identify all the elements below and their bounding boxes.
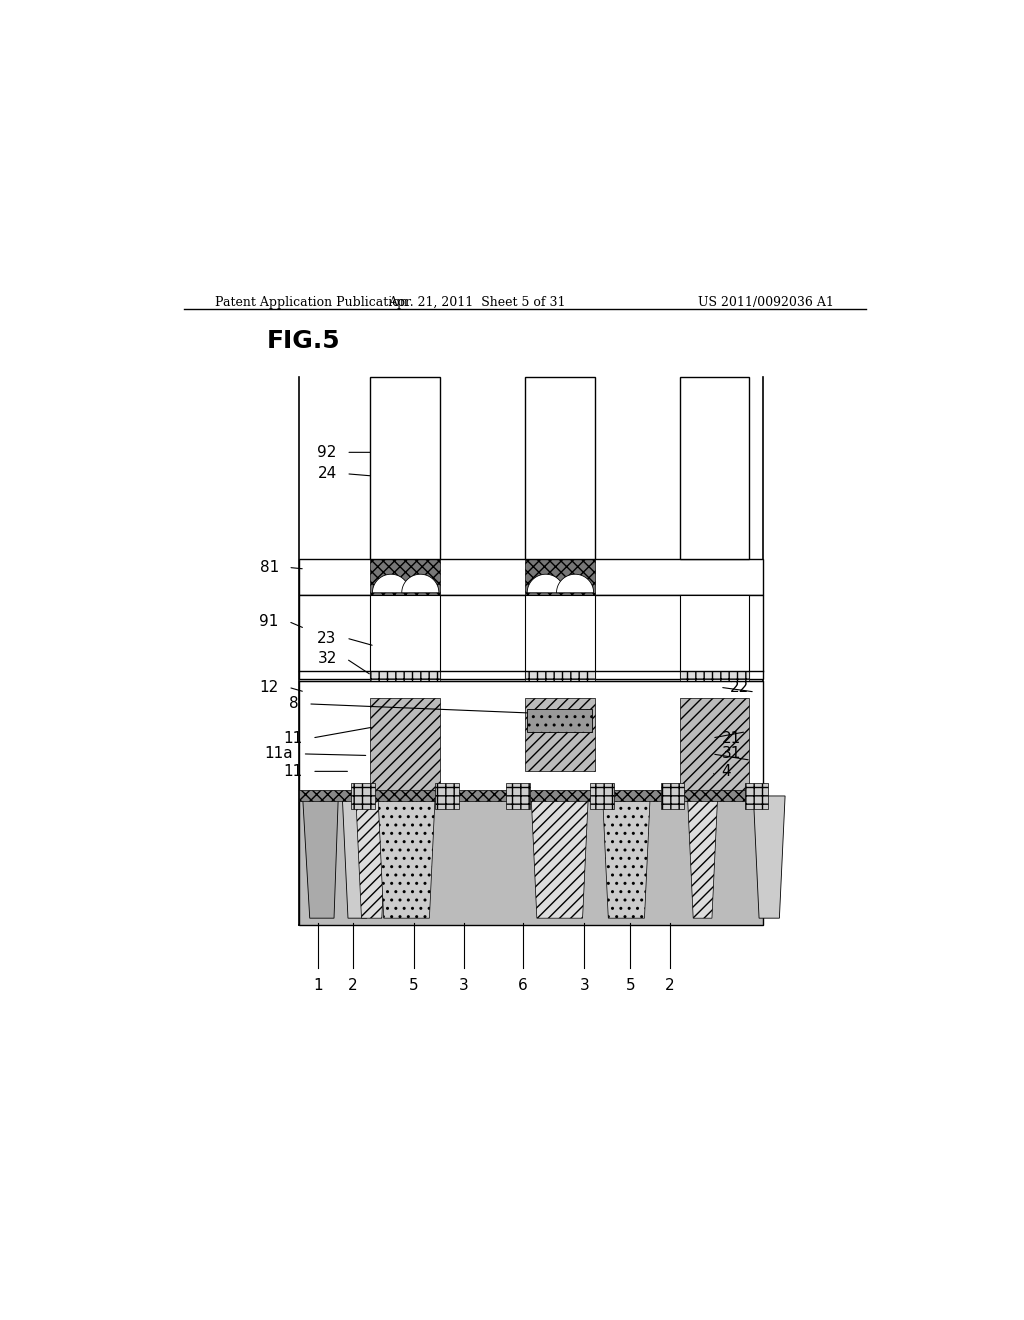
Bar — [299, 789, 763, 801]
Bar — [527, 709, 592, 731]
Text: 8: 8 — [289, 697, 299, 711]
Polygon shape — [531, 796, 588, 919]
Bar — [660, 783, 684, 809]
Bar — [680, 698, 750, 793]
Bar — [435, 783, 459, 809]
Text: 24: 24 — [317, 466, 337, 482]
Bar — [370, 560, 440, 595]
Polygon shape — [556, 574, 594, 593]
Text: 3: 3 — [580, 978, 589, 993]
Polygon shape — [303, 796, 338, 919]
Bar — [524, 378, 595, 560]
Text: 11a: 11a — [264, 746, 293, 762]
Text: 11: 11 — [284, 730, 303, 746]
Polygon shape — [401, 574, 439, 593]
Bar — [370, 378, 440, 560]
Text: 5: 5 — [409, 978, 419, 993]
Text: 2: 2 — [348, 978, 357, 993]
Text: 31: 31 — [722, 746, 741, 762]
Bar — [299, 560, 763, 595]
Polygon shape — [602, 796, 650, 919]
Bar — [524, 595, 595, 678]
Polygon shape — [687, 796, 718, 919]
Polygon shape — [754, 796, 785, 919]
Polygon shape — [355, 796, 387, 919]
Text: 11: 11 — [284, 764, 303, 779]
Text: 92: 92 — [317, 445, 337, 459]
Text: 81: 81 — [259, 560, 279, 576]
Polygon shape — [373, 574, 410, 593]
Text: 3: 3 — [459, 978, 469, 993]
Bar — [370, 595, 440, 678]
Text: 12: 12 — [259, 680, 279, 694]
Polygon shape — [378, 796, 435, 919]
Text: 1: 1 — [313, 978, 324, 993]
Bar — [680, 595, 750, 678]
Bar — [370, 671, 440, 681]
Text: US 2011/0092036 A1: US 2011/0092036 A1 — [698, 296, 835, 309]
Bar — [506, 783, 529, 809]
Text: Patent Application Publication: Patent Application Publication — [215, 296, 408, 309]
Text: 32: 32 — [317, 651, 337, 667]
Text: 6: 6 — [518, 978, 528, 993]
Bar — [680, 671, 750, 681]
Text: 21: 21 — [722, 730, 740, 746]
Bar — [744, 783, 768, 809]
Bar — [299, 793, 763, 924]
Text: 5: 5 — [626, 978, 635, 993]
Text: 22: 22 — [729, 680, 749, 694]
Text: Apr. 21, 2011  Sheet 5 of 31: Apr. 21, 2011 Sheet 5 of 31 — [388, 296, 566, 309]
Text: 23: 23 — [317, 631, 337, 645]
Text: 2: 2 — [666, 978, 675, 993]
Bar — [590, 783, 613, 809]
Bar — [351, 783, 375, 809]
Bar — [680, 378, 750, 560]
Bar — [299, 681, 763, 793]
Text: FIG.5: FIG.5 — [267, 329, 341, 354]
Bar — [299, 595, 763, 678]
Bar — [524, 698, 595, 771]
Text: 91: 91 — [259, 614, 279, 628]
Bar — [524, 671, 595, 681]
Bar — [370, 698, 440, 793]
Polygon shape — [527, 574, 564, 593]
Polygon shape — [342, 796, 373, 919]
Bar — [524, 560, 595, 595]
Text: 4: 4 — [722, 764, 731, 779]
